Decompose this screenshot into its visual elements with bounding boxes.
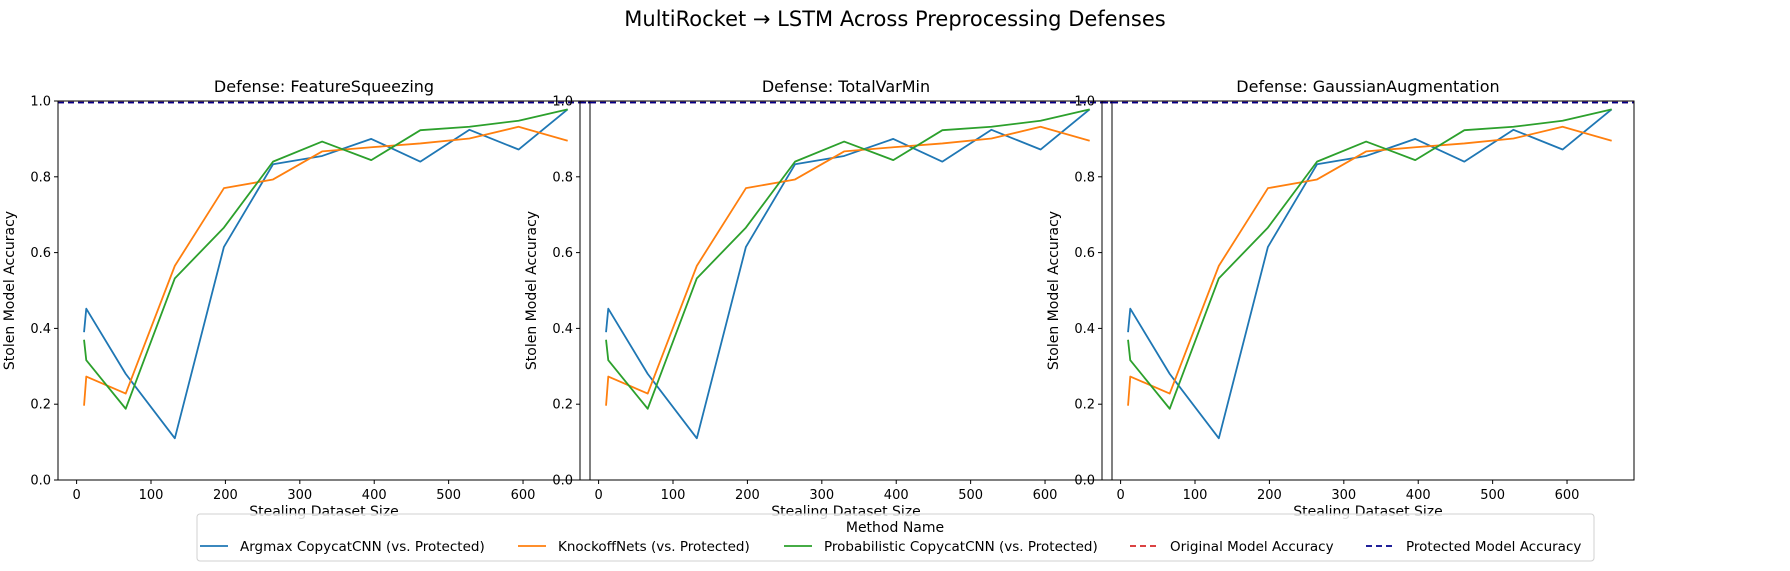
x-tick-label: 600: [1033, 488, 1058, 503]
y-tick-label: 0.6: [552, 246, 573, 261]
y-tick-label: 0.4: [30, 322, 51, 337]
x-tick-label: 600: [1555, 488, 1580, 503]
y-tick-label: 1.0: [552, 95, 573, 110]
subplot-1: Defense: FeatureSqueezing 0 100 200 300 400 50…: [2, 77, 591, 520]
x-tick-label: 600: [511, 488, 536, 503]
figure-title: MultiRocket → LSTM Across Preprocessing …: [624, 7, 1165, 31]
x-tick-label: 500: [958, 488, 983, 503]
plot-area: [580, 101, 1112, 440]
x-tick-label: 200: [1257, 488, 1282, 503]
x-tick-label: 400: [362, 488, 387, 503]
series-probabilistic-copycatcnn-vs-protected-line: [83, 108, 568, 410]
y-tick-label: 0.8: [30, 170, 51, 185]
series-knockoffnets-vs-protected-line: [83, 125, 568, 406]
y-tick-label: 0.8: [1074, 170, 1095, 185]
axes-frame: [57, 100, 591, 481]
legend-title: Method Name: [846, 520, 944, 536]
series-knockoffnets-vs-protected-line: [605, 125, 1090, 406]
axes-frame: [579, 100, 1113, 481]
x-tick-label: 500: [436, 488, 461, 503]
y-tick-label: 0.0: [1074, 474, 1095, 489]
x-tick-label: 300: [287, 488, 312, 503]
subplots: Defense: FeatureSqueezing 0 100 200 300 400 50…: [2, 77, 1635, 520]
legend-label-5: Protected Model Accuracy: [1406, 539, 1581, 555]
legend-label-2: KnockoffNets (vs. Protected): [558, 539, 750, 555]
y-tick-label: 0.0: [30, 474, 51, 489]
x-tick-label: 200: [735, 488, 760, 503]
y-tick-label: 0.8: [552, 170, 573, 185]
y-tick-label: 0.4: [552, 322, 573, 337]
x-tick-label: 100: [1183, 488, 1208, 503]
x-tick-label: 300: [809, 488, 834, 503]
subplot-title: Defense: FeatureSqueezing: [214, 77, 434, 96]
y-tick-label: 0.4: [1074, 322, 1095, 337]
series-knockoffnets-vs-protected-line: [1127, 125, 1612, 406]
x-tick-label: 100: [661, 488, 686, 503]
x-tick-label: 300: [1331, 488, 1356, 503]
subplot-2: Defense: TotalVarMin 0 100 200 300 400 500 600 0…: [524, 77, 1113, 520]
y-axis-label: Stolen Model Accuracy: [2, 211, 18, 370]
y-tick-label: 0.2: [552, 398, 573, 413]
legend-label-1: Argmax CopycatCNN (vs. Protected): [240, 539, 485, 555]
x-tick-label: 0: [1116, 488, 1124, 503]
x-tick-label: 200: [213, 488, 238, 503]
series-probabilistic-copycatcnn-vs-protected-line: [1127, 108, 1612, 410]
subplot-title: Defense: TotalVarMin: [762, 77, 930, 96]
y-tick-label: 0.2: [30, 398, 51, 413]
x-tick-label: 400: [884, 488, 909, 503]
plot-area: [1102, 101, 1634, 440]
legend: Method Name Argmax CopycatCNN (vs. Protec…: [196, 513, 1595, 562]
y-tick-label: 1.0: [1074, 95, 1095, 110]
y-tick-label: 0.6: [1074, 246, 1095, 261]
x-tick-label: 100: [139, 488, 164, 503]
y-axis-label: Stolen Model Accuracy: [1046, 211, 1062, 370]
subplot-title: Defense: GaussianAugmentation: [1236, 77, 1499, 96]
x-tick-label: 400: [1406, 488, 1431, 503]
x-tick-label: 0: [594, 488, 602, 503]
axes-frame: [1101, 100, 1635, 481]
subplot-3: Defense: GaussianAugmentation 0 100 200 300 4…: [1046, 77, 1635, 520]
series-argmax-copycatcnn-vs-protected-line: [83, 108, 569, 440]
legend-box: [196, 513, 1595, 562]
y-tick-label: 1.0: [30, 95, 51, 110]
y-tick-label: 0.0: [552, 474, 573, 489]
legend-label-4: Original Model Accuracy: [1170, 539, 1334, 555]
plot-area: [58, 101, 590, 440]
y-tick-label: 0.6: [30, 246, 51, 261]
series-argmax-copycatcnn-vs-protected-line: [605, 108, 1091, 440]
series-argmax-copycatcnn-vs-protected-line: [1127, 108, 1613, 440]
legend-label-3: Probabilistic CopycatCNN (vs. Protected): [824, 539, 1098, 555]
x-tick-label: 500: [1480, 488, 1505, 503]
y-axis-label: Stolen Model Accuracy: [524, 211, 540, 370]
y-tick-label: 0.2: [1074, 398, 1095, 413]
x-tick-label: 0: [72, 488, 80, 503]
series-probabilistic-copycatcnn-vs-protected-line: [605, 108, 1090, 410]
